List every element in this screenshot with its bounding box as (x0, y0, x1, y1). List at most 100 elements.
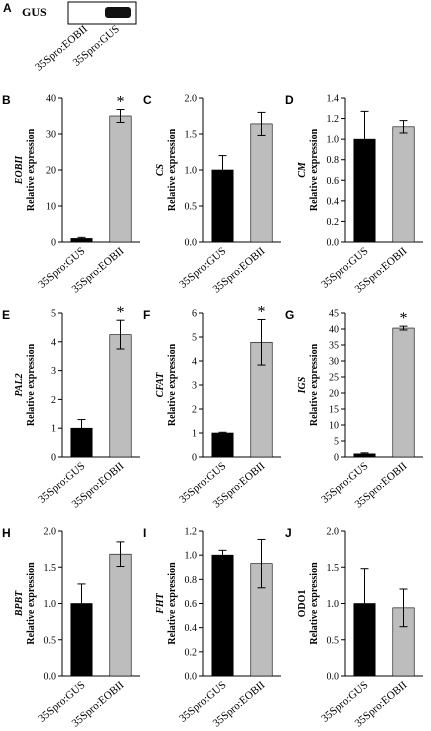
y-axis-label: Relative expression (26, 562, 37, 645)
y-tick-label: 0.2 (327, 217, 340, 228)
bar (250, 123, 273, 243)
bar (392, 126, 415, 243)
error-bar (257, 318, 266, 366)
y-tick-label: 1.2 (327, 114, 340, 125)
gel-band (105, 7, 131, 18)
y-tick-label: 5 (51, 309, 56, 320)
y-axis-gene: BPBT (14, 590, 25, 617)
y-tick-label: 0.0 (185, 672, 198, 683)
y-tick-label: 4 (192, 357, 197, 368)
y-tick-label: 40 (46, 94, 56, 105)
y-axis-gene: CFAT (155, 372, 166, 398)
y-tick-label: 6 (192, 309, 197, 320)
y-tick-label: 0.0 (327, 672, 340, 683)
y-tick-label: 0.0 (44, 672, 57, 683)
error-bar (116, 109, 125, 123)
y-tick-label: 2.0 (44, 527, 57, 538)
y-axis-gene: CS (155, 163, 166, 176)
y-tick-label: 1.5 (44, 563, 57, 574)
panel-letter: J (285, 526, 292, 540)
error-bar (77, 236, 86, 240)
gel-label: GUS (22, 5, 47, 19)
error-bar (218, 549, 227, 561)
y-axis-gene: EOBII (14, 155, 25, 185)
error-bar (218, 431, 227, 435)
y-tick-label: 40 (329, 325, 339, 336)
y-tick-label: 1.5 (185, 130, 198, 141)
annotation: * (400, 310, 408, 327)
error-bar (257, 111, 266, 136)
bar (109, 553, 132, 677)
bar (109, 115, 132, 243)
y-tick-label: 0.0 (185, 238, 198, 249)
y-tick-label: 1.4 (327, 94, 340, 105)
y-tick-label: 35 (329, 341, 339, 352)
y-tick-label: 1.0 (44, 599, 57, 610)
error-bar (399, 120, 408, 134)
y-axis-label: Relative expression (167, 343, 178, 426)
y-tick-label: 2 (192, 405, 197, 416)
error-bar (77, 583, 86, 624)
y-axis-label: Relative expression (167, 562, 178, 645)
y-axis-gene: CM (297, 161, 308, 178)
y-tick-label: 1.0 (327, 135, 340, 146)
y-tick-label: 20 (329, 389, 339, 400)
y-tick-label: 5 (192, 333, 197, 344)
panel-letter: A (3, 1, 12, 15)
y-tick-label: 3 (51, 366, 56, 377)
y-tick-label: 0.8 (327, 155, 340, 166)
y-tick-label: 30 (329, 357, 339, 368)
annotation: * (117, 304, 125, 321)
bar (109, 334, 132, 458)
y-axis-label: Relative expression (26, 128, 37, 211)
y-axis-gene: FHT (155, 592, 166, 614)
y-axis-label: Relative expression (309, 343, 320, 426)
panel-letter: F (143, 308, 150, 322)
y-tick-label: 45 (329, 309, 339, 320)
y-tick-label: 25 (329, 373, 339, 384)
y-tick-label: 1 (51, 424, 56, 435)
panel-letter: C (143, 93, 152, 107)
y-tick-label: 0 (192, 453, 197, 464)
y-tick-label: 0 (51, 453, 56, 464)
y-tick-label: 15 (329, 405, 339, 416)
y-tick-label: 0.0 (327, 238, 340, 249)
panel-letter: I (143, 526, 146, 540)
error-bar (218, 155, 227, 185)
y-tick-label: 30 (46, 130, 56, 141)
panel-letter: H (2, 526, 11, 540)
y-tick-label: 2.0 (327, 527, 340, 538)
y-tick-label: 1.0 (185, 166, 198, 177)
error-bar (116, 319, 125, 350)
y-axis-label: Relative expression (309, 562, 320, 645)
y-tick-label: 2 (51, 395, 56, 406)
y-axis-gene: ODO1 (297, 590, 308, 618)
y-axis-label: Relative expression (167, 128, 178, 211)
panel-letter: E (2, 308, 10, 322)
error-bar (360, 110, 369, 168)
y-axis-gene: IGS (297, 376, 308, 394)
y-axis-label: Relative expression (26, 343, 37, 426)
y-tick-label: 0.6 (185, 599, 198, 610)
y-tick-label: 1.0 (185, 551, 198, 562)
error-bar (360, 452, 369, 456)
panel-letter: B (2, 93, 11, 107)
error-bar (116, 541, 125, 568)
y-tick-label: 20 (46, 166, 56, 177)
y-tick-label: 1.2 (185, 527, 198, 538)
y-tick-label: 10 (46, 202, 56, 213)
y-tick-label: 3 (192, 381, 197, 392)
y-tick-label: 4 (51, 337, 56, 348)
panel-letter: D (285, 93, 294, 107)
bar (211, 554, 234, 677)
error-bar (399, 588, 408, 628)
y-axis-label: Relative expression (309, 128, 320, 211)
y-tick-label: 1 (192, 429, 197, 440)
y-tick-label: 0.5 (185, 202, 198, 213)
error-bar (360, 568, 369, 639)
y-tick-label: 0.5 (327, 635, 340, 646)
y-tick-label: 5 (334, 437, 339, 448)
panel-letter: G (285, 308, 294, 322)
y-tick-label: 1.0 (327, 599, 340, 610)
